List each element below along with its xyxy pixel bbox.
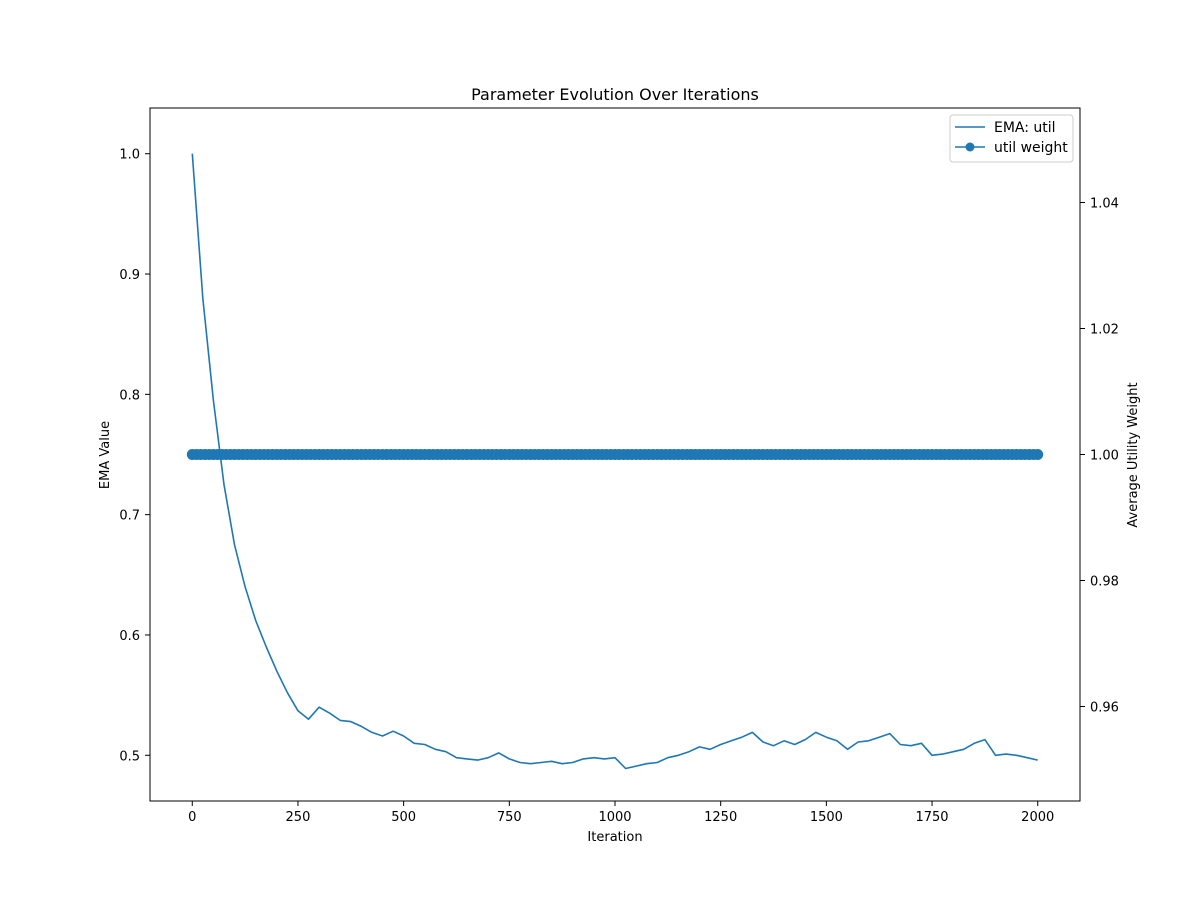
y2-tick-label: 0.96 [1090, 701, 1119, 716]
y2-tick-label: 0.98 [1090, 575, 1119, 590]
y2-tick-label: 1.02 [1090, 323, 1119, 338]
y2-axis-title: Average Utility Weight [1126, 382, 1141, 527]
data-point-util-weight [1032, 449, 1044, 460]
x-tick-label: 750 [497, 810, 522, 825]
y-tick-label: 1.0 [119, 148, 140, 163]
series-layer [186, 153, 1044, 770]
legend: EMA: util util weight [949, 114, 1074, 163]
y-axis-left: 0.5 0.6 0.7 0.8 0.9 1.0 [119, 148, 150, 764]
y-tick-label: 0.9 [119, 268, 140, 283]
legend-label-ema: EMA: util [994, 120, 1056, 136]
x-tick-label: 250 [286, 810, 311, 825]
x-tick-label: 1250 [704, 810, 737, 825]
y-tick-label: 0.8 [119, 388, 140, 403]
y2-tick-label: 1.04 [1090, 197, 1119, 212]
x-tick-label: 500 [391, 810, 416, 825]
x-axis: 0 250 500 750 1000 1250 1500 1750 2000 [188, 801, 1054, 825]
x-axis-title: Iteration [587, 830, 642, 845]
chart-title: Parameter Evolution Over Iterations [471, 85, 759, 104]
x-tick-label: 2000 [1021, 810, 1054, 825]
y-tick-label: 0.6 [119, 629, 140, 644]
y-tick-label: 0.5 [119, 749, 140, 764]
series-line-ema-util [191, 153, 1038, 770]
y2-tick-label: 1.00 [1090, 449, 1119, 464]
series-markers-util-weight [186, 449, 1044, 460]
x-tick-label: 1500 [810, 810, 843, 825]
x-tick-label: 1750 [915, 810, 948, 825]
y-tick-label: 0.7 [119, 509, 140, 524]
legend-marker-weight [965, 142, 975, 152]
x-tick-label: 1000 [598, 810, 631, 825]
y-axis-right: 0.96 0.98 1.00 1.02 1.04 [1080, 197, 1119, 716]
y-axis-title: EMA Value [98, 421, 113, 489]
legend-label-weight: util weight [994, 140, 1068, 156]
x-tick-label: 0 [188, 810, 196, 825]
